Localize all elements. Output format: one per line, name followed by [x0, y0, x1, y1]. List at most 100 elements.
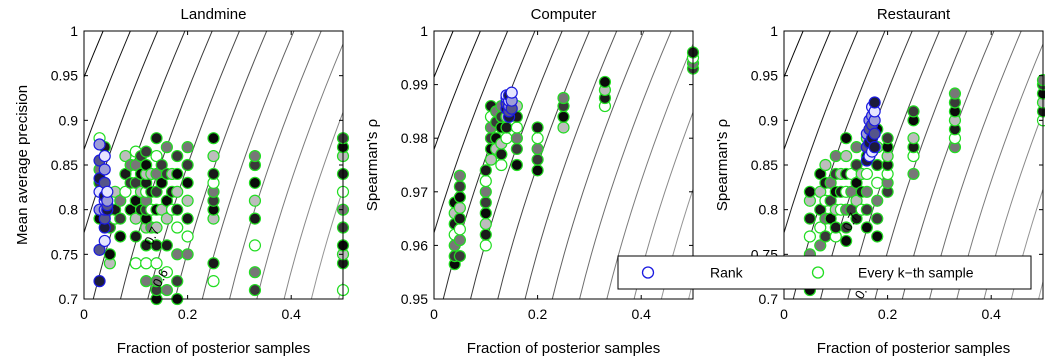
point-rank — [868, 96, 881, 109]
panel-restaurant: 0.50.70 0.2 0.40.70.750.80.850.90.951Resta… — [714, 6, 1045, 357]
point-every-kth — [150, 149, 163, 163]
point-every-kth — [150, 221, 163, 234]
point-every-kth — [824, 212, 837, 225]
point-every-kth — [850, 141, 863, 154]
point-every-kth — [829, 149, 842, 163]
x-tick-label: 0.2 — [178, 306, 198, 322]
panel-title: Computer — [531, 6, 597, 23]
contour-line — [497, 31, 590, 299]
point-every-kth — [860, 185, 873, 198]
point-every-kth — [1036, 74, 1045, 87]
point-every-kth — [119, 167, 132, 181]
point-every-kth — [248, 266, 262, 279]
contour-line — [84, 31, 104, 79]
point-every-kth — [840, 132, 853, 145]
contour-label: 0.7 — [839, 210, 861, 233]
point-every-kth — [181, 248, 194, 261]
data-points — [803, 74, 1045, 297]
point-every-kth — [129, 257, 142, 270]
legend-label-rank: Rank — [710, 265, 744, 281]
point-every-kth — [871, 212, 884, 225]
y-tick-label: 1 — [70, 23, 78, 39]
contour-line — [283, 110, 343, 299]
point-every-kth — [598, 75, 612, 89]
point-every-kth — [850, 176, 863, 189]
x-tick-label: 0.2 — [528, 306, 548, 322]
y-tick-label: 0.7 — [759, 291, 779, 307]
point-every-kth — [103, 248, 117, 261]
y-tick-label: 0.96 — [401, 237, 428, 253]
point-every-kth — [150, 132, 163, 145]
point-every-kth — [129, 230, 142, 243]
contour-line — [256, 42, 343, 299]
point-every-kth — [860, 167, 873, 181]
point-every-kth — [819, 158, 832, 172]
contour-line — [784, 31, 804, 79]
point-every-kth — [881, 132, 894, 145]
point-every-kth — [510, 158, 523, 172]
point-every-kth — [510, 132, 523, 145]
point-every-kth — [171, 149, 184, 163]
point-every-kth — [510, 121, 523, 134]
point-every-kth — [248, 176, 262, 189]
point-every-kth — [114, 194, 127, 207]
point-every-kth — [871, 194, 884, 207]
contour-line — [784, 31, 831, 151]
point-every-kth — [531, 142, 544, 156]
contour-line — [201, 31, 295, 299]
point-every-kth — [871, 176, 884, 189]
x-axis-label: Fraction of posterior samples — [817, 340, 1010, 357]
point-rank — [98, 163, 111, 176]
x-tick-label: 0.4 — [281, 306, 301, 322]
point-every-kth — [453, 169, 466, 182]
point-every-kth — [453, 212, 466, 225]
point-every-kth — [557, 110, 570, 123]
panel-title: Restaurant — [877, 6, 951, 23]
point-rank — [868, 127, 881, 140]
panel-landmine: 0.7 0.6 0 0.2 0.4 0.7 0.75 0.8 0.85 0.9 0.95 1 Landm… — [14, 6, 350, 357]
point-every-kth — [479, 207, 492, 220]
point-every-kth — [119, 149, 132, 163]
point-rank — [101, 185, 114, 198]
point-every-kth — [819, 230, 832, 243]
point-every-kth — [150, 185, 163, 198]
point-every-kth — [155, 176, 168, 189]
contour-line — [434, 31, 509, 235]
contour-line — [434, 31, 481, 151]
point-every-kth — [114, 230, 127, 243]
x-tick-label: 0.4 — [631, 306, 651, 322]
point-every-kth — [531, 164, 544, 177]
point-every-kth — [160, 212, 173, 225]
point-every-kth — [948, 87, 962, 100]
point-every-kth — [453, 201, 466, 214]
point-every-kth — [171, 185, 184, 198]
point-every-kth — [453, 250, 466, 263]
y-tick-label: 0.95 — [401, 291, 428, 307]
point-every-kth — [479, 185, 492, 198]
point-every-kth — [453, 191, 466, 204]
point-rank — [93, 138, 106, 151]
point-every-kth — [803, 212, 817, 225]
x-tick-label: 0 — [780, 306, 788, 322]
point-every-kth — [119, 185, 132, 198]
point-every-kth — [814, 239, 827, 252]
point-every-kth — [495, 158, 508, 172]
point-every-kth — [140, 158, 153, 172]
point-every-kth — [500, 121, 513, 134]
point-every-kth — [207, 167, 220, 181]
point-every-kth — [171, 167, 184, 181]
x-axis-label: Fraction of posterior samples — [117, 340, 310, 357]
point-every-kth — [453, 233, 466, 247]
point-every-kth — [248, 283, 262, 297]
point-rank — [98, 234, 111, 248]
point-every-kth — [510, 142, 523, 156]
y-axis-label: Spearman's ρ — [364, 119, 381, 211]
point-every-kth — [171, 203, 184, 216]
y-tick-label: 1 — [770, 23, 778, 39]
legend-label-every-kth: Every k−th sample — [858, 265, 974, 281]
point-every-kth — [907, 132, 920, 145]
point-every-kth — [248, 239, 262, 252]
y-tick-label: 0.99 — [401, 77, 428, 93]
y-tick-label: 0.7 — [59, 291, 79, 307]
x-tick-label: 0.2 — [878, 306, 898, 322]
